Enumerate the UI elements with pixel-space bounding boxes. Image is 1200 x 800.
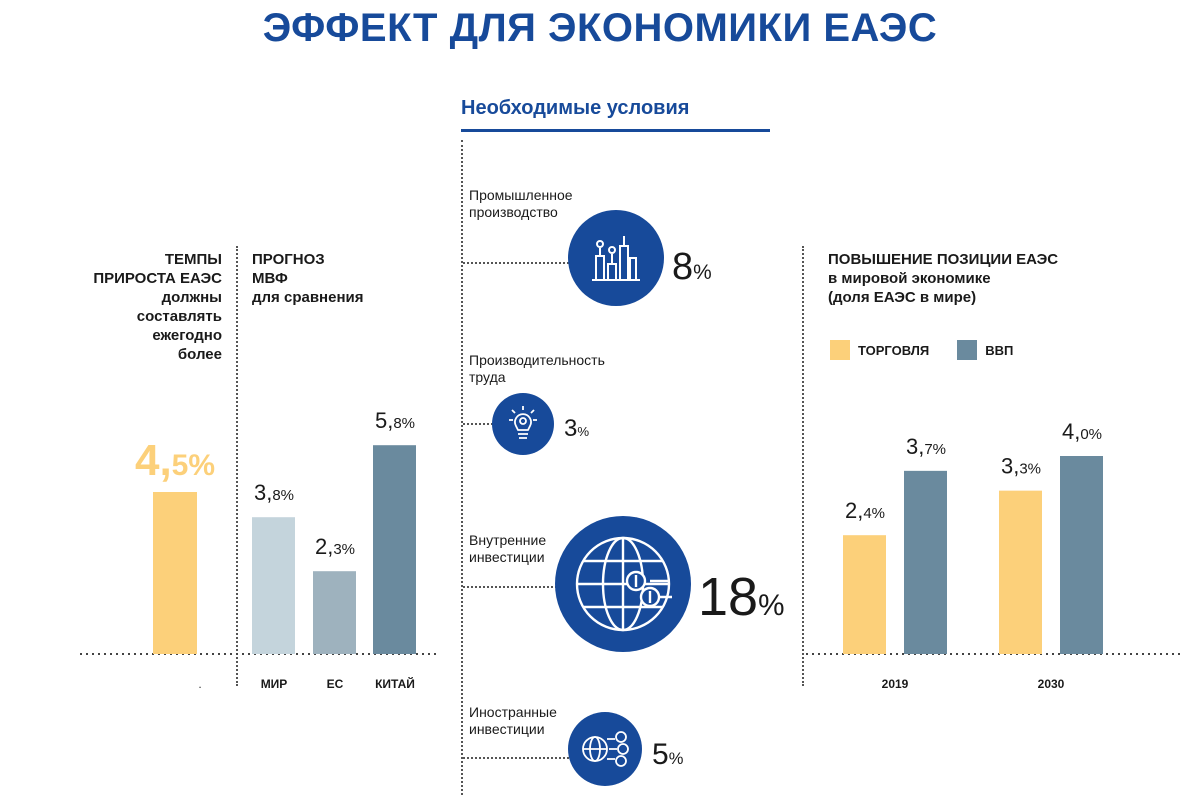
- value-unit: %: [693, 261, 712, 284]
- imf-heading-line: для сравнения: [252, 289, 364, 306]
- growth-heading-line: более: [177, 346, 222, 363]
- legend-label-trade: ТОРГОВЛЯ: [858, 342, 930, 358]
- globe-dollar-outflow-icon: [568, 712, 642, 786]
- share-value-label: 4,0%: [1062, 419, 1102, 444]
- share-value-label: 3,3%: [1001, 454, 1041, 479]
- imf-bar: [373, 445, 416, 654]
- condition-label-line: труда: [469, 369, 506, 385]
- value-number: 18: [698, 567, 759, 627]
- share-bar: [1060, 456, 1103, 654]
- growth-bar: [153, 492, 197, 654]
- condition-label-line: инвестиции: [469, 549, 545, 565]
- value-unit: %: [668, 750, 684, 768]
- condition-label-line: Внутренние: [469, 532, 547, 548]
- condition-label-line: производство: [469, 204, 558, 220]
- value-number: 8: [672, 246, 694, 288]
- divider-right: [802, 246, 804, 686]
- eaeu-position-heading: ПОВЫШЕНИЕ ПОЗИЦИИ ЕАЭС в мировой экономи…: [828, 250, 1128, 307]
- imf-value-label: 5,8%: [375, 408, 415, 433]
- imf-bar: [313, 571, 356, 654]
- imf-heading-line: ПРОГНОЗ: [252, 251, 325, 268]
- condition-label: Промышленное производство: [469, 187, 573, 221]
- condition-label-line: Промышленное: [469, 187, 573, 203]
- left-bar-chart: 4,5%. 3,8% МИР 2,3% ЕС 5,8% КИТАЙ: [80, 408, 440, 691]
- growth-category-label: .: [198, 677, 201, 691]
- value-unit: %: [577, 424, 590, 439]
- growth-heading: ТЕМПЫ ПРИРОСТА ЕАЭС должны составлять еж…: [60, 250, 222, 364]
- connector-line: [463, 423, 493, 425]
- growth-value-label: 4,5%: [135, 436, 215, 485]
- condition-label-line: Иностранные: [469, 704, 557, 720]
- share-value-label: 3,7%: [906, 434, 946, 459]
- divider-left: [236, 246, 238, 686]
- imf-value-label: 2,3%: [315, 534, 355, 559]
- legend: ТОРГОВЛЯ ВВП: [830, 340, 1013, 360]
- connector-line: [463, 757, 569, 759]
- imf-category-label: МИР: [261, 677, 288, 691]
- imf-value-label: 3,8%: [254, 480, 294, 505]
- legend-label-gdp: ВВП: [985, 342, 1014, 358]
- imf-heading-line: МВФ: [252, 270, 288, 287]
- growth-heading-line: ПРИРОСТА ЕАЭС: [93, 270, 222, 287]
- condition-value: 8%: [672, 246, 712, 289]
- imf-bar: [252, 517, 295, 654]
- share-value-label: 2,4%: [845, 498, 885, 523]
- growth-heading-line: ежегодно: [152, 327, 222, 344]
- condition-label: Производительность труда: [469, 352, 605, 386]
- condition-value: 18%: [698, 566, 784, 628]
- condition-label-line: Производительность: [469, 352, 605, 368]
- eaeu-heading-line: в мировой экономике: [828, 270, 991, 287]
- divider-center: [461, 140, 463, 795]
- growth-heading-line: составлять: [136, 308, 222, 325]
- eaeu-heading-line: (доля ЕАЭС в мире): [828, 289, 977, 306]
- connector-line: [463, 262, 569, 264]
- condition-value: 3%: [564, 415, 589, 443]
- legend-swatch-gdp: [957, 340, 978, 360]
- eaeu-heading-line: ПОВЫШЕНИЕ ПОЗИЦИИ ЕАЭС: [828, 251, 1059, 268]
- share-bar: [904, 470, 947, 654]
- conditions-underline: [461, 129, 770, 132]
- imf-category-label: КИТАЙ: [375, 676, 415, 691]
- lightbulb-gear-icon: [492, 393, 554, 455]
- globe-dollar-icon: [555, 516, 691, 652]
- imf-heading: ПРОГНОЗ МВФ для сравнения: [252, 250, 432, 307]
- year-category-label: 2019: [882, 677, 909, 691]
- connector-line: [463, 586, 557, 588]
- growth-heading-line: должны: [161, 289, 222, 306]
- share-bar: [843, 535, 886, 654]
- factory-icon: [568, 210, 664, 306]
- year-category-label: 2030: [1038, 677, 1065, 691]
- imf-category-label: ЕС: [327, 677, 344, 691]
- growth-heading-line: ТЕМПЫ: [164, 251, 222, 268]
- condition-label: Внутренние инвестиции: [469, 532, 546, 566]
- condition-label-line: инвестиции: [469, 721, 545, 737]
- condition-value: 5%: [652, 738, 683, 772]
- condition-label: Иностранные инвестиции: [469, 704, 557, 738]
- share-bar: [999, 490, 1042, 654]
- legend-swatch-trade: [830, 340, 850, 360]
- value-number: 3: [564, 415, 578, 442]
- value-number: 5: [652, 738, 669, 771]
- right-bar-chart: 2,4% 3,7% 2019 3,3% 4,0% 2030: [806, 419, 1180, 691]
- page-title: ЭФФЕКТ ДЛЯ ЭКОНОМИКИ ЕАЭС: [262, 6, 938, 50]
- conditions-heading: Необходимые условия: [461, 97, 690, 119]
- value-unit: %: [758, 589, 785, 622]
